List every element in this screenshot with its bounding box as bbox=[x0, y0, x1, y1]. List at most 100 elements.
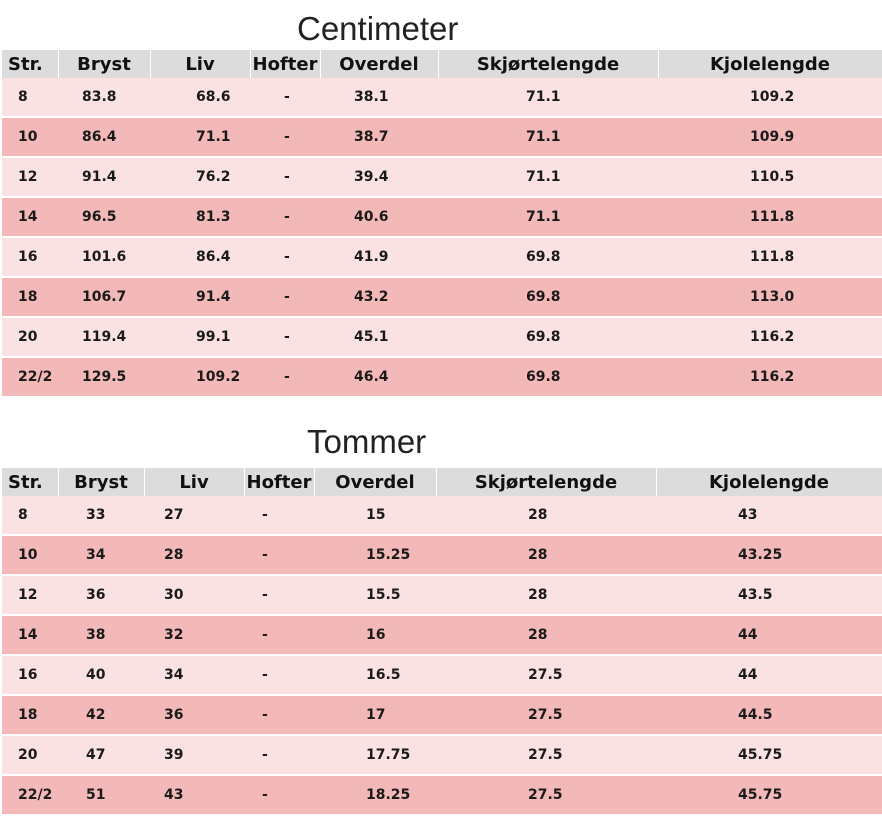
cell-liv: 109.2 bbox=[150, 357, 250, 398]
cell-overdel: 16 bbox=[314, 615, 436, 656]
column-header-liv: Liv bbox=[144, 468, 245, 496]
cell-bryst: 42 bbox=[58, 695, 144, 736]
cell-overdel: 39.4 bbox=[320, 157, 438, 198]
cell-liv: 30 bbox=[144, 575, 244, 616]
column-header-kjolelengde: Kjolelengde bbox=[658, 50, 882, 78]
cell-skjortelengde: 69.8 bbox=[438, 317, 658, 358]
cell-liv: 86.4 bbox=[150, 237, 250, 278]
cell-hofter: - bbox=[250, 117, 320, 158]
cell-size: 8 bbox=[2, 496, 58, 536]
cell-overdel: 38.7 bbox=[320, 117, 438, 158]
cell-overdel: 43.2 bbox=[320, 277, 438, 318]
cell-kjolelengde: 111.8 bbox=[658, 237, 882, 278]
cell-size: 12 bbox=[2, 157, 58, 198]
cell-hofter: - bbox=[244, 535, 314, 576]
cell-skjortelengde: 71.1 bbox=[438, 117, 658, 158]
column-header-hofter: Hofter bbox=[244, 468, 315, 496]
cell-hofter: - bbox=[250, 357, 320, 398]
cell-size: 22/2 bbox=[2, 775, 58, 816]
cell-liv: 43 bbox=[144, 775, 244, 816]
cell-skjortelengde: 28 bbox=[436, 496, 656, 536]
cell-overdel: 18.25 bbox=[314, 775, 436, 816]
cell-size: 20 bbox=[2, 317, 58, 358]
tommer-table-header: Str. Bryst Liv Hofter Overdel Skjørtelengde Kj… bbox=[2, 468, 882, 496]
tommer-title: Tommer bbox=[307, 423, 427, 460]
table-row: 20 119.4 99.1-45.1 69.8 116.2 bbox=[2, 317, 882, 358]
column-header-bryst: Bryst bbox=[58, 468, 145, 496]
cell-liv: 36 bbox=[144, 695, 244, 736]
cell-size: 8 bbox=[2, 78, 58, 118]
table-row: 16 40 34-16.5 27.5 44 bbox=[2, 655, 882, 696]
centimeter-table-header: Str. Bryst Liv Hofter Overdel Skjørtelengde Kj… bbox=[2, 50, 882, 78]
cell-size: 12 bbox=[2, 575, 58, 616]
cell-hofter: - bbox=[244, 655, 314, 696]
cell-size: 16 bbox=[2, 237, 58, 278]
column-header-overdel: Overdel bbox=[314, 468, 437, 496]
header-row: Str. Bryst Liv Hofter Overdel Skjørtelengde Kj… bbox=[2, 468, 882, 496]
cell-overdel: 45.1 bbox=[320, 317, 438, 358]
cell-bryst: 106.7 bbox=[58, 277, 150, 318]
cell-kjolelengde: 111.8 bbox=[658, 197, 882, 238]
cell-bryst: 119.4 bbox=[58, 317, 150, 358]
cell-bryst: 91.4 bbox=[58, 157, 150, 198]
table-row: 12 91.4 76.2-39.4 71.1 110.5 bbox=[2, 157, 882, 198]
cell-liv: 32 bbox=[144, 615, 244, 656]
header-row: Str. Bryst Liv Hofter Overdel Skjørtelengde Kj… bbox=[2, 50, 882, 78]
table-row: 20 47 39-17.75 27.5 45.75 bbox=[2, 735, 882, 776]
cell-bryst: 33 bbox=[58, 496, 144, 536]
tommer-table-body: 8 33 27-15 28 43 10 34 28-15.25 28 43.25 12 36 30-15… bbox=[2, 496, 882, 816]
table-row: 18 42 36-17 27.5 44.5 bbox=[2, 695, 882, 736]
cell-size: 14 bbox=[2, 615, 58, 656]
cell-hofter: - bbox=[250, 317, 320, 358]
table-row: 14 38 32-16 28 44 bbox=[2, 615, 882, 656]
table-row: 10 86.4 71.1-38.7 71.1 109.9 bbox=[2, 117, 882, 158]
cell-kjolelengde: 116.2 bbox=[658, 317, 882, 358]
cell-kjolelengde: 110.5 bbox=[658, 157, 882, 198]
cell-overdel: 17.75 bbox=[314, 735, 436, 776]
column-header-liv: Liv bbox=[150, 50, 251, 78]
column-header-size: Str. bbox=[2, 468, 59, 496]
cell-liv: 76.2 bbox=[150, 157, 250, 198]
cell-bryst: 40 bbox=[58, 655, 144, 696]
cell-liv: 28 bbox=[144, 535, 244, 576]
cell-overdel: 16.5 bbox=[314, 655, 436, 696]
cell-size: 22/2 bbox=[2, 357, 58, 398]
tommer-size-table: Str. Bryst Liv Hofter Overdel Skjørtelengde Kj… bbox=[2, 468, 882, 816]
cell-skjortelengde: 71.1 bbox=[438, 197, 658, 238]
cell-kjolelengde: 43 bbox=[656, 496, 882, 536]
cell-kjolelengde: 109.9 bbox=[658, 117, 882, 158]
table-row: 18 106.7 91.4-43.2 69.8 113.0 bbox=[2, 277, 882, 318]
cell-overdel: 40.6 bbox=[320, 197, 438, 238]
cell-skjortelengde: 71.1 bbox=[438, 78, 658, 118]
table-row: 8 33 27-15 28 43 bbox=[2, 496, 882, 536]
cell-size: 18 bbox=[2, 277, 58, 318]
cell-bryst: 96.5 bbox=[58, 197, 150, 238]
cell-size: 10 bbox=[2, 535, 58, 576]
cell-size: 14 bbox=[2, 197, 58, 238]
cell-bryst: 47 bbox=[58, 735, 144, 776]
cell-overdel: 15.25 bbox=[314, 535, 436, 576]
cell-kjolelengde: 45.75 bbox=[656, 735, 882, 776]
cell-hofter: - bbox=[250, 197, 320, 238]
cell-bryst: 38 bbox=[58, 615, 144, 656]
cell-kjolelengde: 113.0 bbox=[658, 277, 882, 318]
cell-kjolelengde: 116.2 bbox=[658, 357, 882, 398]
cell-overdel: 41.9 bbox=[320, 237, 438, 278]
cell-bryst: 51 bbox=[58, 775, 144, 816]
cell-overdel: 38.1 bbox=[320, 78, 438, 118]
column-header-hofter: Hofter bbox=[250, 50, 321, 78]
cell-liv: 34 bbox=[144, 655, 244, 696]
table-row: 22/2 51 43-18.25 27.5 45.75 bbox=[2, 775, 882, 816]
cell-hofter: - bbox=[244, 775, 314, 816]
cell-skjortelengde: 27.5 bbox=[436, 695, 656, 736]
cell-hofter: - bbox=[250, 237, 320, 278]
cell-bryst: 86.4 bbox=[58, 117, 150, 158]
table-row: 8 83.8 68.6-38.1 71.1 109.2 bbox=[2, 78, 882, 118]
cell-hofter: - bbox=[250, 78, 320, 118]
cell-skjortelengde: 27.5 bbox=[436, 735, 656, 776]
cell-size: 20 bbox=[2, 735, 58, 776]
cell-kjolelengde: 45.75 bbox=[656, 775, 882, 816]
cell-bryst: 101.6 bbox=[58, 237, 150, 278]
cell-liv: 68.6 bbox=[150, 78, 250, 118]
cell-hofter: - bbox=[244, 615, 314, 656]
